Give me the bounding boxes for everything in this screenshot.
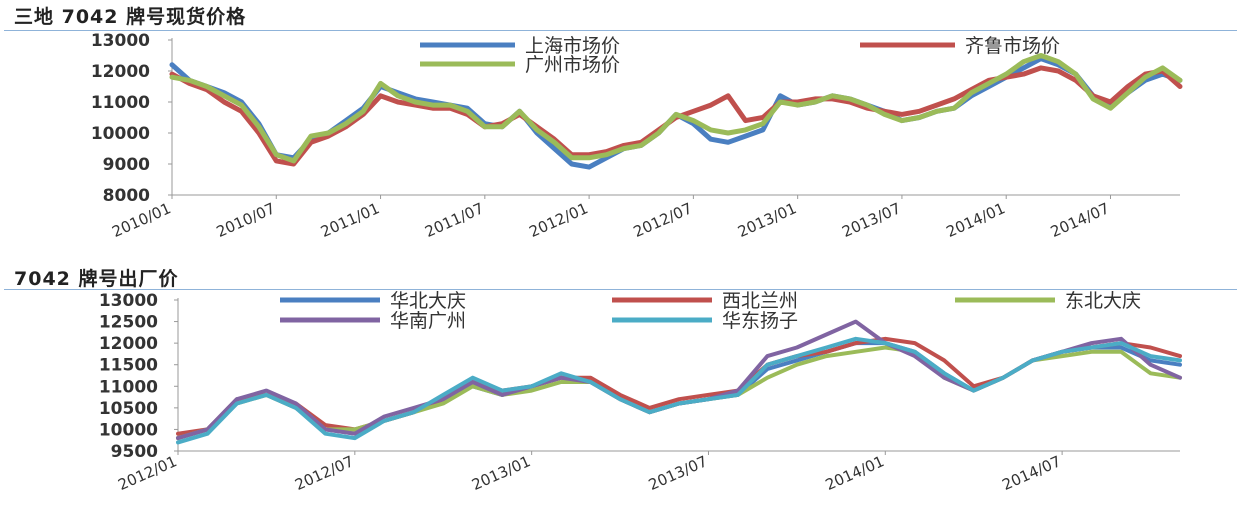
y-tick-label: 12000 <box>91 62 150 82</box>
x-tick-label: 2013/01 <box>469 452 533 494</box>
x-tick-label: 2012/07 <box>292 452 356 494</box>
x-tick-label: 2014/07 <box>1048 199 1112 241</box>
y-tick-label: 11000 <box>91 93 150 113</box>
x-tick-label: 2014/01 <box>823 452 887 494</box>
x-tick-label: 2014/01 <box>944 199 1008 241</box>
legend-label: 西北兰州 <box>722 290 798 312</box>
series-line <box>176 336 1182 436</box>
series-line <box>176 336 1182 445</box>
y-tick-label: 10000 <box>99 420 158 440</box>
title-divider <box>4 30 1237 31</box>
y-tick-label: 11500 <box>99 356 158 376</box>
x-tick-label: 2011/07 <box>422 199 486 241</box>
legend-label: 华东扬子 <box>722 310 798 332</box>
x-tick-label: 2013/07 <box>839 199 903 241</box>
legend-label: 上海市场价 <box>525 35 620 57</box>
series-line <box>176 319 1182 441</box>
y-tick-label: 11000 <box>99 377 158 397</box>
x-tick-label: 2012/01 <box>526 199 590 241</box>
legend-label: 齐鲁市场价 <box>965 35 1060 57</box>
x-tick-label: 2013/07 <box>646 452 710 494</box>
y-tick-label: 12000 <box>99 334 158 354</box>
legend-label: 东北大庆 <box>1065 290 1141 312</box>
legend-label: 广州市场价 <box>525 54 620 76</box>
title-divider <box>4 289 1237 290</box>
y-tick-label: 8000 <box>103 186 150 206</box>
chart-title: 三地 7042 牌号现货价格 <box>14 6 247 28</box>
x-tick-label: 2011/01 <box>318 199 382 241</box>
chart-title: 7042 牌号出厂价 <box>14 268 179 290</box>
chart-panel-factory-price: 7042 牌号出厂价 13000 12500 12000 11500 11000 1050… <box>0 262 1243 514</box>
series-line <box>169 53 1183 164</box>
y-tick-label: 13000 <box>99 291 158 311</box>
y-tick-label: 10500 <box>99 399 158 419</box>
chart-panel-spot-price: 三地 7042 牌号现货价格 13000 12000 11000 10000 9000 8… <box>4 6 1237 241</box>
x-tick-label: 2012/07 <box>631 199 695 241</box>
x-tick-label: 2010/07 <box>214 199 278 241</box>
y-tick-label: 9500 <box>111 442 158 462</box>
legend-label: 华北大庆 <box>390 290 466 312</box>
y-tick-label: 9000 <box>103 155 150 175</box>
x-tick-label: 2013/01 <box>735 199 799 241</box>
legend-label: 华南广州 <box>390 310 466 332</box>
y-tick-label: 13000 <box>91 31 150 51</box>
x-tick-label: 2014/07 <box>999 452 1063 494</box>
y-tick-label: 12500 <box>99 313 158 333</box>
y-tick-label: 10000 <box>91 124 150 144</box>
